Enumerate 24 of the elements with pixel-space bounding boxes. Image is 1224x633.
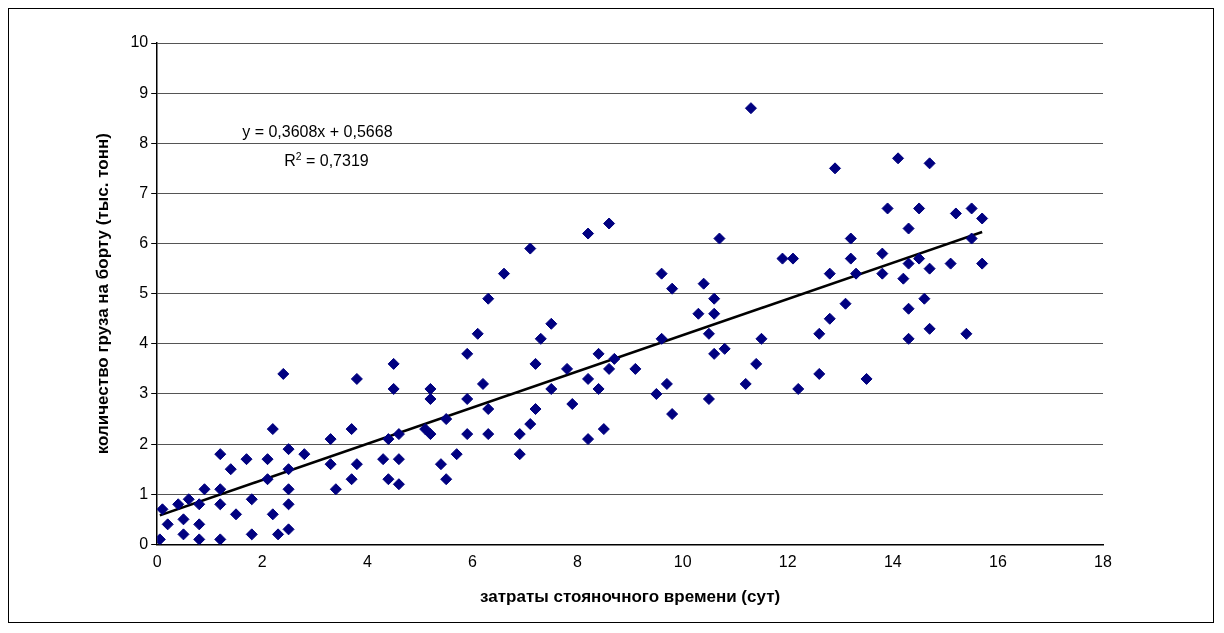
- y-tick-label: 5: [139, 284, 149, 302]
- y-tick-label: 8: [139, 133, 149, 151]
- y-tick-label: 0: [139, 534, 149, 552]
- x-tick-label: 14: [883, 553, 902, 571]
- x-tick-label: 18: [1094, 553, 1112, 571]
- y-tick-label: 3: [139, 384, 149, 402]
- annotation: y = 0,3608x + 0,5668: [242, 123, 393, 140]
- x-tick-label: 16: [989, 553, 1007, 571]
- x-axis-title: затраты стояночного времени (сут): [480, 587, 781, 607]
- y-axis-title: количество груза на борту (тыс. тонн): [92, 133, 112, 455]
- x-tick-label: 6: [468, 553, 478, 571]
- y-tick-label: 7: [139, 183, 149, 201]
- x-tick-label: 10: [673, 553, 692, 571]
- x-tick-label: 4: [362, 553, 372, 571]
- x-tick-label: 2: [257, 553, 267, 571]
- x-tick-label: 0: [152, 553, 162, 571]
- y-tick-label: 6: [139, 233, 149, 251]
- y-tick-label: 2: [139, 434, 149, 452]
- y-tick-label: 4: [139, 334, 149, 352]
- y-tick-label: 9: [139, 83, 149, 101]
- x-tick-label: 12: [778, 553, 797, 571]
- y-tick-label: 10: [130, 33, 149, 51]
- y-tick-label: 1: [139, 484, 149, 502]
- x-tick-label: 8: [573, 553, 583, 571]
